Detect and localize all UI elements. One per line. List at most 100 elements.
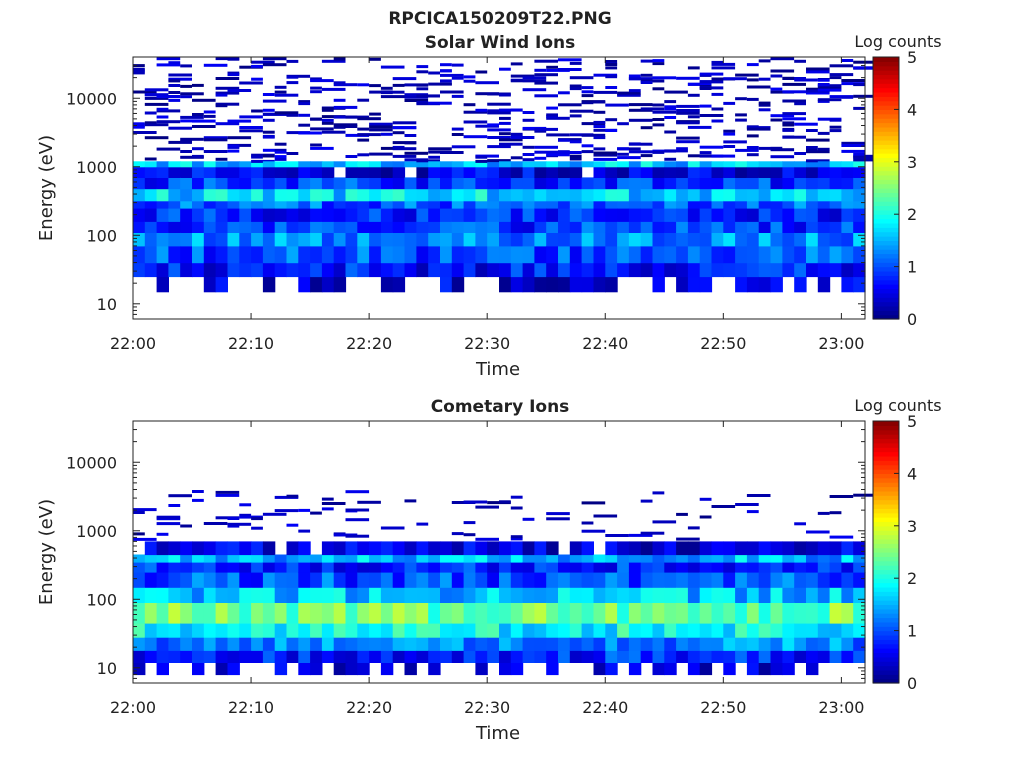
solar-wind-cell xyxy=(203,166,217,178)
solar-wind-cell xyxy=(770,161,783,168)
solar-wind-cell xyxy=(463,135,488,139)
cometary-cell xyxy=(687,562,701,573)
solar-wind-cell xyxy=(133,64,145,68)
solar-wind-cell xyxy=(262,208,276,222)
cometary-cell xyxy=(841,554,854,563)
cometary-cell xyxy=(369,637,382,651)
solar-wind-cell xyxy=(534,145,558,149)
solar-wind-cell xyxy=(829,161,842,168)
cometary-cell xyxy=(133,602,146,624)
cometary-colorbar-segment xyxy=(873,560,899,566)
cometary-cell xyxy=(628,562,642,573)
cometary-cell xyxy=(463,602,476,624)
solar-wind-cell xyxy=(687,161,701,168)
cometary-cell xyxy=(770,587,783,603)
solar-wind-cell xyxy=(758,188,772,202)
solar-wind-cell xyxy=(522,208,535,222)
solar-wind-cell xyxy=(735,188,748,202)
cometary-cell xyxy=(806,562,819,573)
solar-wind-cell xyxy=(593,276,606,293)
cometary-cell xyxy=(487,602,500,624)
solar-wind-cell xyxy=(203,138,228,142)
cometary-cell xyxy=(380,587,394,603)
cometary-cell xyxy=(605,587,618,603)
solar-wind-cell xyxy=(144,136,169,140)
cometary-cell xyxy=(829,541,842,556)
solar-wind-cell xyxy=(463,103,476,107)
cometary-colorbar-segment xyxy=(873,421,899,426)
solar-wind-cell xyxy=(440,63,452,67)
solar-wind-cell xyxy=(664,105,677,109)
solar-wind-cell xyxy=(794,276,807,293)
solar-wind-cell xyxy=(676,147,688,151)
solar-wind-cell xyxy=(499,221,512,233)
solar-wind-cell xyxy=(676,111,700,115)
solar-wind-cell xyxy=(298,113,311,117)
solar-wind-cell xyxy=(652,110,677,114)
cometary-cell xyxy=(428,554,441,563)
solar-wind-cell xyxy=(617,122,629,126)
solar-wind-cell xyxy=(522,276,535,293)
cometary-cell xyxy=(735,602,748,624)
solar-wind-cell xyxy=(522,177,535,190)
cometary-cell xyxy=(581,637,594,651)
cometary-cell xyxy=(581,587,594,603)
solar-wind-cell xyxy=(333,221,347,233)
solar-wind-cell xyxy=(640,73,653,77)
cometary-cell xyxy=(534,637,547,651)
cometary-cell xyxy=(156,515,181,519)
cometary-axes-frame xyxy=(132,420,866,684)
solar-wind-cell xyxy=(262,276,276,293)
solar-wind-cell xyxy=(321,161,335,168)
solar-wind-cell xyxy=(569,177,583,190)
cometary-cell xyxy=(687,650,701,663)
solar-wind-cell xyxy=(617,147,629,151)
cometary-cell xyxy=(180,541,193,556)
cometary-cell xyxy=(617,541,630,556)
solar-wind-cell xyxy=(416,65,429,69)
solar-wind-cell xyxy=(274,177,288,190)
cometary-cell xyxy=(664,587,677,603)
cometary-cell xyxy=(794,623,807,638)
cometary-cell xyxy=(463,650,476,663)
cometary-cell xyxy=(593,662,606,676)
solar-wind-cell xyxy=(758,103,771,107)
cometary-ylabel: Energy (eV) xyxy=(36,499,57,605)
solar-wind-cell xyxy=(416,83,429,87)
solar-wind-cell xyxy=(357,200,370,209)
solar-wind-cell xyxy=(853,208,866,222)
solar-wind-cell xyxy=(546,113,558,117)
solar-wind-cell xyxy=(628,262,642,278)
solar-wind-cell xyxy=(794,177,807,190)
solar-wind-cell xyxy=(676,208,689,222)
solar-wind-cell xyxy=(475,155,488,159)
solar-wind-cell xyxy=(534,166,547,178)
cometary-cell xyxy=(652,520,677,524)
solar-wind-cell xyxy=(534,68,547,72)
cometary-cell xyxy=(605,554,618,563)
cometary-cell xyxy=(227,572,240,588)
solar-wind-cell xyxy=(239,245,252,264)
solar-wind-cell xyxy=(522,245,535,264)
cometary-cell xyxy=(168,650,181,663)
solar-wind-cell xyxy=(510,161,524,168)
solar-wind-cell xyxy=(463,188,476,202)
solar-wind-colorbar-segment xyxy=(873,266,899,272)
solar-wind-cell xyxy=(522,88,547,92)
solar-wind-cell xyxy=(676,276,689,293)
cometary-cell xyxy=(699,562,713,573)
cometary-cell xyxy=(345,572,358,588)
solar-wind-cell xyxy=(428,208,441,222)
solar-wind-cell xyxy=(581,94,594,98)
solar-wind-cell xyxy=(640,166,654,178)
solar-wind-panel: Solar Wind Ions 22:00 22:10 22:20 22:30 22:4… xyxy=(36,32,942,380)
solar-wind-cell xyxy=(357,221,370,233)
cometary-cell xyxy=(463,541,476,556)
solar-wind-cell xyxy=(286,81,299,85)
cometary-cell xyxy=(782,662,795,676)
cometary-cell xyxy=(782,602,795,624)
solar-wind-cell xyxy=(321,166,335,178)
solar-wind-cell xyxy=(569,157,582,161)
solar-wind-cell xyxy=(180,161,193,168)
